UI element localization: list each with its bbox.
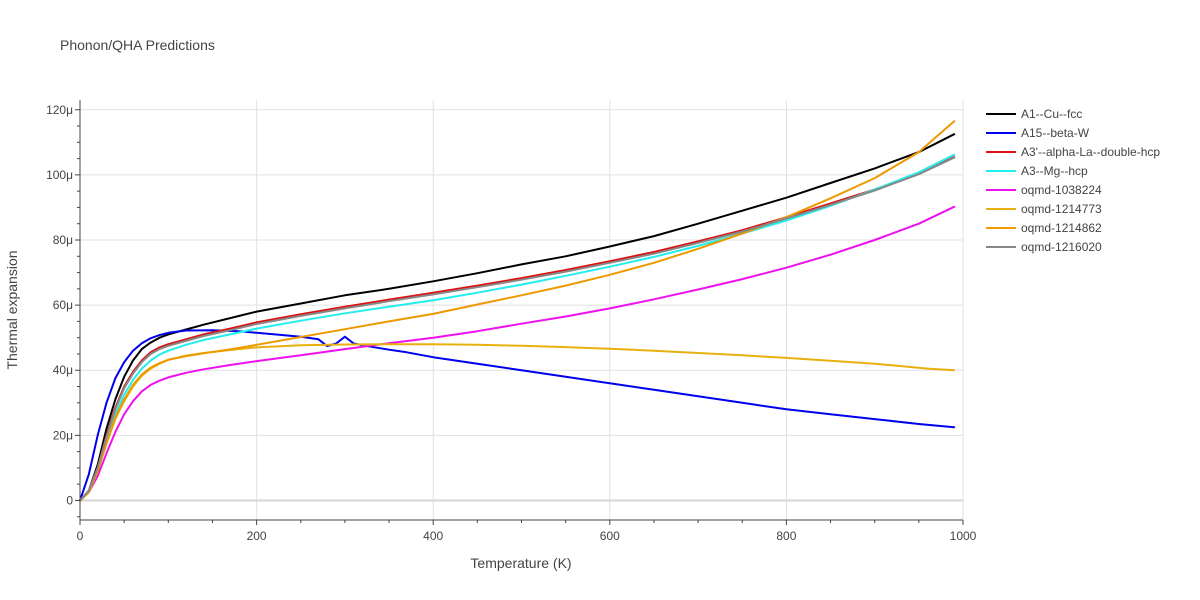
x-tick-label: 200 bbox=[247, 529, 267, 543]
legend-label: oqmd-1038224 bbox=[1021, 183, 1102, 197]
legend-label: A3--Mg--hcp bbox=[1021, 164, 1088, 178]
x-axis-title: Temperature (K) bbox=[470, 555, 571, 571]
legend-item[interactable]: oqmd-1214773 bbox=[986, 202, 1102, 216]
y-tick-label: 120μ bbox=[46, 103, 73, 117]
series-line-oqmd-1038224[interactable] bbox=[79, 205, 956, 502]
y-tick-label: 0 bbox=[66, 493, 73, 507]
legend-item[interactable]: oqmd-1216020 bbox=[986, 240, 1102, 254]
chart-title: Phonon/QHA Predictions bbox=[60, 37, 215, 53]
x-tick-label: 0 bbox=[77, 529, 84, 543]
legend-label: oqmd-1216020 bbox=[1021, 240, 1102, 254]
legend-item[interactable]: oqmd-1038224 bbox=[986, 183, 1102, 197]
series-line-oqmd-1216020[interactable] bbox=[79, 156, 956, 502]
x-tick-label: 600 bbox=[600, 529, 620, 543]
legend-item[interactable]: A3--Mg--hcp bbox=[986, 164, 1088, 178]
plot-area bbox=[79, 120, 956, 502]
legend-item[interactable]: oqmd-1214862 bbox=[986, 221, 1102, 235]
legend-label: A3'--alpha-La--double-hcp bbox=[1021, 145, 1160, 159]
x-tick-label: 400 bbox=[423, 529, 443, 543]
y-axis-title: Thermal expansion bbox=[4, 250, 20, 369]
legend-label: oqmd-1214773 bbox=[1021, 202, 1102, 216]
axes: 0 200 400 600 800 1000 0 20μ 40μ 60μ 80μ 100μ 120μ bbox=[46, 100, 977, 543]
grid-lines bbox=[80, 100, 964, 520]
legend-label: A1--Cu--fcc bbox=[1021, 107, 1082, 121]
legend[interactable]: A1--Cu--fcc A15--beta-W A3'--alpha-La--dou… bbox=[986, 107, 1160, 254]
x-tick-label: 1000 bbox=[950, 529, 977, 543]
y-tick-label: 40μ bbox=[53, 363, 73, 377]
y-tick-label: 80μ bbox=[53, 233, 73, 247]
series-line-a1-cu-fcc[interactable] bbox=[79, 133, 956, 502]
series-line-a15-beta-w[interactable] bbox=[79, 329, 956, 502]
legend-item[interactable]: A1--Cu--fcc bbox=[986, 107, 1082, 121]
y-tick-label: 60μ bbox=[53, 298, 73, 312]
y-tick-label: 100μ bbox=[46, 168, 73, 182]
y-tick-label: 20μ bbox=[53, 428, 73, 442]
legend-item[interactable]: A3'--alpha-La--double-hcp bbox=[986, 145, 1160, 159]
series-line-oqmd-1214862[interactable] bbox=[79, 120, 956, 502]
legend-item[interactable]: A15--beta-W bbox=[986, 126, 1090, 140]
legend-label: A15--beta-W bbox=[1021, 126, 1090, 140]
x-tick-label: 800 bbox=[776, 529, 796, 543]
legend-label: oqmd-1214862 bbox=[1021, 221, 1102, 235]
